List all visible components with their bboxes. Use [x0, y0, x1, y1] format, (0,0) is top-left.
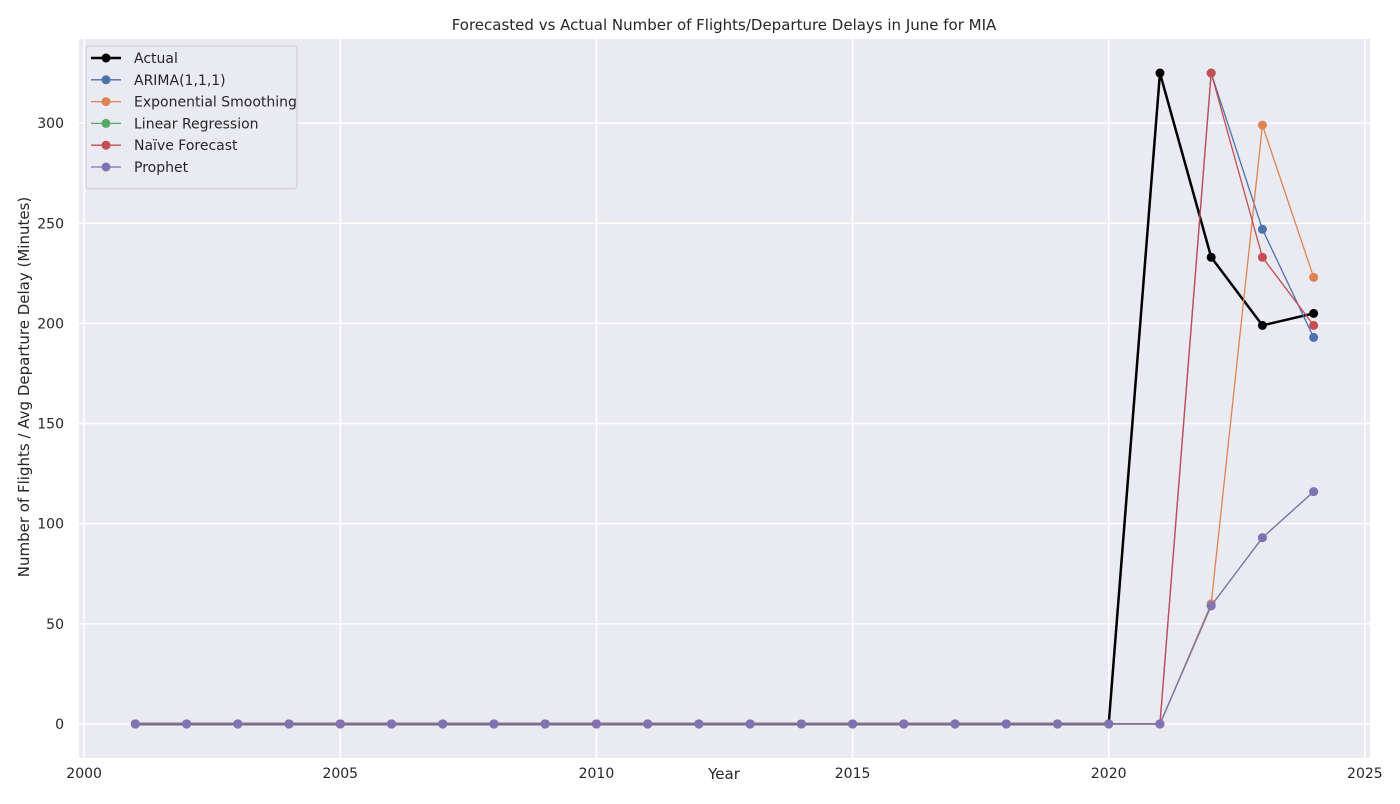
- data-point: [796, 719, 806, 729]
- data-point: [745, 719, 755, 729]
- data-point: [335, 719, 345, 729]
- series-prophet: [130, 487, 1319, 729]
- legend-item: Exponential Smoothing: [91, 95, 297, 111]
- data-point: [1309, 332, 1319, 342]
- legend-marker: [101, 140, 111, 150]
- y-tick-label: 150: [37, 417, 64, 433]
- legend-item: Prophet: [91, 160, 189, 176]
- series-lines: [130, 68, 1319, 729]
- data-point: [1257, 320, 1267, 330]
- data-point: [1155, 68, 1165, 78]
- y-tick-label: 300: [37, 116, 64, 132]
- y-tick-label: 50: [46, 617, 64, 633]
- data-point: [387, 719, 397, 729]
- legend-item: Naïve Forecast: [91, 138, 238, 154]
- x-tick-label: 2000: [66, 766, 102, 782]
- data-point: [643, 719, 653, 729]
- y-tick-label: 0: [55, 717, 64, 733]
- data-point: [1257, 120, 1267, 130]
- data-point: [1257, 224, 1267, 234]
- y-tick-label: 100: [37, 517, 64, 533]
- y-tick-label: 200: [37, 316, 64, 332]
- data-point: [1206, 601, 1216, 611]
- data-point: [1309, 308, 1319, 318]
- series-line: [135, 491, 1315, 725]
- legend-label: Exponential Smoothing: [134, 95, 297, 111]
- tick-labels: 2000 2005 2010 2015 2020 2025 0 50 100 150 200 250 3…: [37, 116, 1382, 782]
- data-point: [1257, 533, 1267, 543]
- data-point: [130, 719, 140, 729]
- legend: Actual ARIMA(1,1,1) Exponential Smoothing L…: [85, 45, 298, 190]
- data-point: [489, 719, 499, 729]
- x-tick-label: 2025: [1347, 766, 1383, 782]
- data-point: [284, 719, 294, 729]
- x-tick-label: 2015: [835, 766, 871, 782]
- legend-label: Actual: [134, 51, 178, 67]
- data-point: [899, 719, 909, 729]
- data-point: [1206, 252, 1216, 262]
- data-point: [233, 719, 243, 729]
- data-point: [540, 719, 550, 729]
- data-point: [1155, 719, 1165, 729]
- data-point: [438, 719, 448, 729]
- y-tick-label: 250: [37, 216, 64, 232]
- data-point: [1309, 487, 1319, 497]
- data-point: [1206, 68, 1216, 78]
- legend-item: Linear Regression: [91, 116, 259, 132]
- x-axis-title: Year: [707, 765, 741, 783]
- data-point: [591, 719, 601, 729]
- legend-marker: [101, 97, 111, 107]
- legend-box: [85, 45, 298, 190]
- data-point: [950, 719, 960, 729]
- legend-item: ARIMA(1,1,1): [91, 73, 226, 89]
- legend-item: Actual: [91, 51, 178, 67]
- x-tick-label: 2005: [322, 766, 358, 782]
- data-point: [1257, 252, 1267, 262]
- data-point: [182, 719, 192, 729]
- legend-label: Linear Regression: [134, 116, 259, 132]
- data-point: [1309, 272, 1319, 282]
- legend-label: Naïve Forecast: [134, 138, 238, 154]
- data-point: [1104, 719, 1114, 729]
- x-tick-label: 2010: [579, 766, 615, 782]
- data-point: [848, 719, 858, 729]
- legend-marker: [101, 162, 111, 172]
- legend-label: Prophet: [134, 160, 189, 176]
- chart-title: Forecasted vs Actual Number of Flights/D…: [452, 16, 997, 34]
- legend-marker: [101, 118, 111, 128]
- y-axis-title: Number of Flights / Avg Departure Delay …: [15, 197, 33, 578]
- data-point: [1309, 320, 1319, 330]
- data-point: [1052, 719, 1062, 729]
- legend-marker: [101, 53, 111, 63]
- x-tick-label: 2020: [1091, 766, 1127, 782]
- data-point: [1001, 719, 1011, 729]
- legend-marker: [101, 75, 111, 85]
- data-point: [694, 719, 704, 729]
- legend-label: ARIMA(1,1,1): [134, 73, 226, 89]
